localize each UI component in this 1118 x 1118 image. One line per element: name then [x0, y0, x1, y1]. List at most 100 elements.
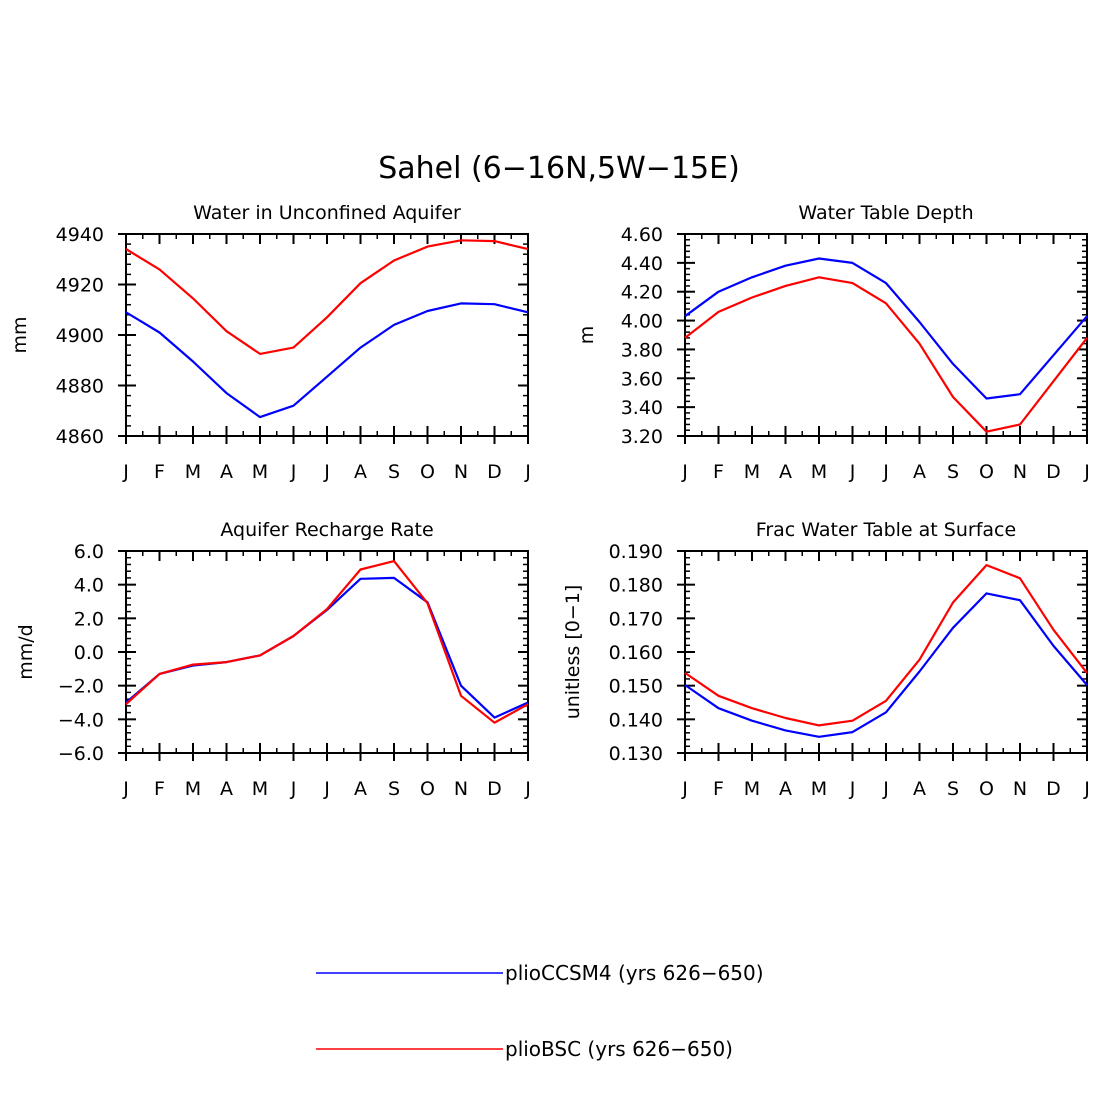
x-tick-label: F: [713, 461, 724, 483]
y-tick-label: 4880: [56, 376, 104, 398]
y-tick-label: 3.40: [621, 397, 663, 419]
y-tick-label: −2.0: [58, 676, 104, 698]
y-tick-label: 0.0: [74, 642, 104, 664]
legend-label-1: plioCCSM4 (yrs 626−650): [505, 961, 764, 985]
y-tick-label: 4860: [56, 426, 104, 448]
panel-title: Water Table Depth: [798, 202, 973, 224]
x-tick-label: J: [681, 461, 688, 483]
y-tick-label: 4920: [56, 275, 104, 297]
x-tick-label: F: [154, 461, 165, 483]
y-tick-label: 4.60: [621, 224, 663, 246]
panel-title: Water in Unconfined Aquifer: [193, 202, 461, 224]
x-tick-label: F: [154, 778, 165, 800]
x-tick-label: N: [454, 778, 468, 800]
x-tick-label: M: [811, 461, 827, 483]
y-tick-label: −6.0: [58, 743, 104, 765]
x-tick-label: J: [1083, 461, 1090, 483]
y-tick-label: 3.60: [621, 368, 663, 390]
series-line-2: [684, 276, 1088, 433]
panel-title: Aquifer Recharge Rate: [220, 519, 433, 541]
series-line-2: [684, 563, 1088, 727]
x-tick-label: A: [779, 461, 792, 483]
figure-title: Sahel (6−16N,5W−15E): [378, 151, 740, 186]
y-tick-label: −4.0: [58, 709, 104, 731]
x-tick-label: M: [744, 778, 760, 800]
x-tick-label: J: [290, 778, 297, 800]
x-tick-label: A: [220, 461, 233, 483]
x-tick-label: J: [122, 461, 129, 483]
x-tick-label: D: [487, 778, 502, 800]
x-tick-label: S: [388, 461, 400, 483]
y-tick-label: 0.140: [609, 709, 663, 731]
legend: plioCCSM4 (yrs 626−650) plioBSC (yrs 626−…: [316, 961, 764, 1061]
x-tick-label: J: [323, 778, 330, 800]
series-line-2: [125, 559, 529, 724]
series-line-1: [684, 257, 1088, 400]
x-tick-label: J: [524, 778, 531, 800]
panel-title: Frac Water Table at Surface: [756, 519, 1016, 541]
y-tick-label: 0.150: [609, 676, 663, 698]
x-tick-label: S: [388, 778, 400, 800]
x-tick-label: N: [1013, 778, 1027, 800]
x-tick-label: M: [185, 778, 201, 800]
x-tick-label: A: [354, 461, 367, 483]
x-tick-label: J: [849, 778, 856, 800]
y-tick-label: 3.20: [621, 426, 663, 448]
x-tick-label: M: [252, 461, 268, 483]
x-tick-label: J: [681, 778, 688, 800]
x-tick-label: J: [122, 778, 129, 800]
x-tick-label: F: [713, 778, 724, 800]
x-tick-label: J: [524, 461, 531, 483]
x-tick-label: O: [979, 778, 994, 800]
x-tick-label: M: [744, 461, 760, 483]
series-line-2: [125, 239, 529, 355]
y-axis-label: mm/d: [15, 624, 37, 679]
y-tick-label: 4.20: [621, 282, 663, 304]
x-tick-label: A: [913, 461, 926, 483]
x-tick-label: D: [487, 461, 502, 483]
y-tick-label: 6.0: [74, 541, 104, 563]
x-tick-label: S: [947, 461, 959, 483]
y-tick-label: 0.130: [609, 743, 663, 765]
x-tick-label: A: [354, 778, 367, 800]
x-tick-label: D: [1046, 461, 1061, 483]
y-tick-label: 0.190: [609, 541, 663, 563]
chart-panel-3: J F M A M J J A S O N D J−6.0−4.0−2.00.02.04.06.0Aqu…: [15, 519, 531, 800]
series-line-1: [684, 592, 1088, 738]
y-tick-label: 4.0: [74, 575, 104, 597]
x-tick-label: J: [323, 461, 330, 483]
y-tick-label: 0.180: [609, 575, 663, 597]
y-axis-label: mm: [9, 316, 31, 353]
x-tick-label: J: [849, 461, 856, 483]
legend-label-2: plioBSC (yrs 626−650): [505, 1037, 733, 1061]
x-tick-label: J: [882, 461, 889, 483]
y-tick-label: 4.00: [621, 311, 663, 333]
y-axis-label: m: [576, 326, 598, 345]
x-tick-label: J: [882, 778, 889, 800]
x-tick-label: J: [1083, 778, 1090, 800]
y-tick-label: 4940: [56, 224, 104, 246]
y-tick-label: 2.0: [74, 608, 104, 630]
chart-panel-4: J F M A M J J A S O N D J0.1300.1400.1500.1600.1700.…: [562, 519, 1090, 800]
x-tick-label: A: [220, 778, 233, 800]
x-tick-label: N: [1013, 461, 1027, 483]
y-tick-label: 0.170: [609, 608, 663, 630]
y-axis-label: unitless [0−1]: [562, 585, 584, 720]
series-line-1: [125, 302, 529, 419]
y-tick-label: 0.160: [609, 642, 663, 664]
x-tick-label: S: [947, 778, 959, 800]
x-tick-label: M: [252, 778, 268, 800]
y-tick-label: 4900: [56, 325, 104, 347]
x-tick-label: J: [290, 461, 297, 483]
x-tick-label: O: [420, 778, 435, 800]
x-tick-label: D: [1046, 778, 1061, 800]
y-tick-label: 4.40: [621, 253, 663, 275]
x-tick-label: O: [420, 461, 435, 483]
x-tick-label: A: [913, 778, 926, 800]
x-tick-label: M: [185, 461, 201, 483]
x-tick-label: O: [979, 461, 994, 483]
